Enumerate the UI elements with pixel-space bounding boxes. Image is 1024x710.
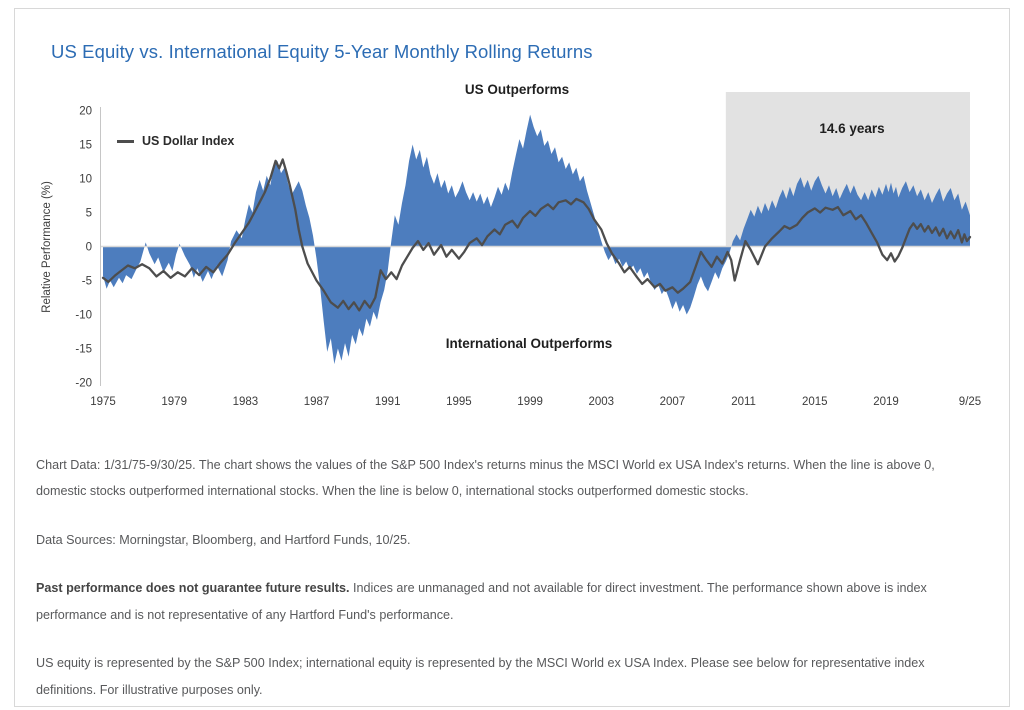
footnote-performance-bold: Past performance does not guarantee futu…: [36, 581, 350, 596]
y-tick-label: 15: [79, 140, 92, 152]
x-tick-label: 1995: [446, 396, 472, 408]
x-tick-label: 1999: [517, 396, 543, 408]
legend-line-swatch: [117, 139, 134, 143]
footnote-performance-rest: Indices are unmanaged and not available …: [36, 581, 927, 622]
y-tick-label: 10: [79, 174, 92, 186]
y-tick-label: 20: [79, 106, 92, 118]
x-tick-label: 1979: [161, 396, 187, 408]
y-tick-label: 0: [86, 242, 92, 254]
us-dollar-index-line: [101, 158, 972, 312]
y-tick-label: -10: [75, 310, 92, 322]
x-tick-label: 2003: [589, 396, 615, 408]
x-tick-label: 1975: [90, 396, 116, 408]
x-tick-label: 1983: [233, 396, 259, 408]
footnote-performance-disclaimer: Past performance does not guarantee futu…: [36, 575, 974, 628]
annotation-us-outperforms: US Outperforms: [464, 82, 570, 97]
x-tick-label: 2015: [802, 396, 828, 408]
legend-us-dollar-index: US Dollar Index: [117, 134, 234, 148]
y-tick-label: -5: [82, 276, 92, 288]
x-tick-label: 1991: [375, 396, 401, 408]
y-axis-label: Relative Performance (%): [41, 181, 53, 313]
y-tick-label: 5: [86, 208, 92, 220]
x-tick-label: 9/25: [959, 396, 981, 408]
footnote-chart-data: Chart Data: 1/31/75-9/30/25. The chart s…: [36, 458, 935, 499]
legend-label: US Dollar Index: [142, 134, 235, 148]
footnote-data-sources: Data Sources: Morningstar, Bloomberg, an…: [36, 532, 411, 547]
x-tick-label: 2007: [660, 396, 686, 408]
y-tick-label: -20: [75, 378, 92, 390]
y-tick-label: -15: [75, 344, 92, 356]
footnotes: Chart Data: 1/31/75-9/30/25. The chart s…: [36, 452, 974, 710]
annotation-international-outperforms: International Outperforms: [445, 336, 613, 351]
annotation-highlight-years: 14.6 years: [819, 121, 885, 136]
x-tick-label: 2011: [731, 396, 756, 408]
x-tick-label: 1987: [304, 396, 330, 408]
chart-title: US Equity vs. International Equity 5-Yea…: [51, 41, 593, 62]
relative-performance-area: [103, 114, 970, 365]
footnote-index-definitions: US equity is represented by the S&P 500 …: [36, 656, 925, 697]
x-tick-label: 2019: [873, 396, 899, 408]
